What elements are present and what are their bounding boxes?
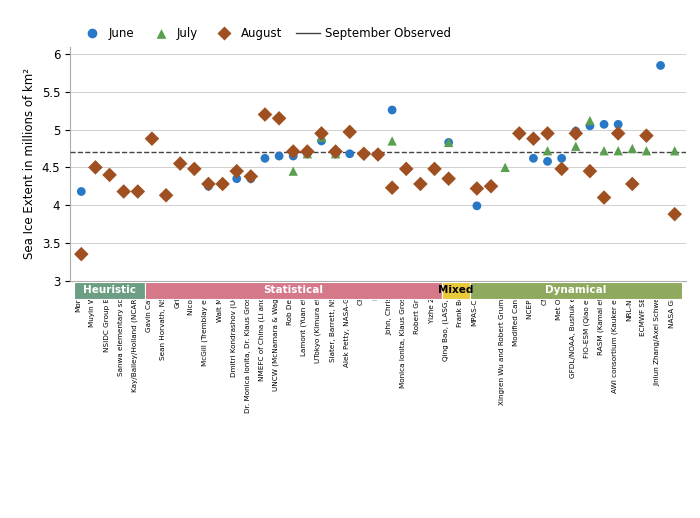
Point [231,175,242,183]
Point [274,114,285,122]
Point [104,171,116,179]
Point [570,130,582,138]
Point [415,180,426,188]
Point [118,188,130,196]
Point [528,154,539,163]
Point [443,175,454,183]
FancyBboxPatch shape [442,282,470,299]
Point [471,184,482,193]
Point [160,192,172,200]
Point [669,210,680,218]
Point [132,188,144,196]
Legend: June, July, August, September Observed: June, July, August, September Observed [76,22,456,45]
Point [146,135,158,143]
Point [231,167,242,175]
Point [344,150,356,158]
Point [203,180,214,188]
Point [330,150,341,158]
Point [612,130,624,138]
FancyBboxPatch shape [470,282,682,299]
Point [302,147,313,155]
Point [598,120,610,128]
Point [556,165,567,173]
Point [76,250,87,258]
Point [302,150,313,158]
Point [598,147,610,155]
Point [626,145,638,153]
Point [598,193,610,202]
Point [556,154,567,163]
Point [626,180,638,188]
Point [203,182,214,191]
Text: Mixed: Mixed [438,285,473,295]
Point [260,110,271,119]
Text: Heuristic: Heuristic [83,285,136,295]
Point [612,120,624,128]
Point [90,163,101,171]
Point [189,165,200,173]
Point [288,147,299,155]
Point [669,147,680,155]
Point [330,147,341,155]
FancyBboxPatch shape [145,282,442,299]
Point [316,133,327,141]
Point [443,138,454,147]
Point [344,128,356,136]
Point [316,130,327,138]
Point [160,191,172,199]
Point [386,106,398,114]
Point [76,188,87,196]
Point [570,142,582,150]
Point [217,180,228,188]
Point [245,175,256,183]
Point [514,130,525,138]
Y-axis label: Sea Ice Extent in millions of km²: Sea Ice Extent in millions of km² [23,68,36,259]
Point [640,147,652,155]
Point [640,132,652,140]
Point [358,150,370,158]
Point [584,117,596,125]
Point [288,167,299,175]
Point [330,150,341,158]
Point [174,160,186,168]
Point [316,137,327,145]
FancyBboxPatch shape [74,282,145,299]
Point [485,182,496,191]
Point [655,61,666,69]
Point [570,127,582,135]
Point [542,147,553,155]
Point [500,163,511,171]
Point [302,150,313,158]
Point [245,172,256,181]
Point [528,135,539,143]
Point [429,165,440,173]
Point [274,152,285,160]
Point [443,138,454,147]
Point [400,165,412,173]
Text: Statistical: Statistical [263,285,323,295]
Point [542,157,553,165]
Point [584,167,596,175]
Point [612,147,624,155]
Point [471,202,482,210]
Point [542,130,553,138]
Point [372,150,384,159]
Text: Dynamical: Dynamical [545,285,606,295]
Point [386,183,398,192]
Point [288,152,299,160]
Point [260,154,271,163]
Point [217,181,228,189]
Point [386,137,398,145]
Point [584,122,596,130]
